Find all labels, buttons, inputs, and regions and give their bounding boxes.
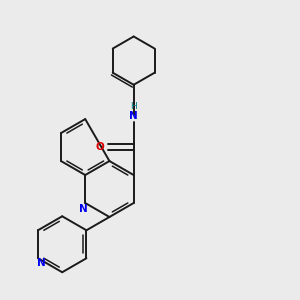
Text: N: N	[129, 111, 138, 121]
Text: H: H	[130, 102, 137, 111]
Text: N: N	[37, 258, 46, 268]
Text: N: N	[80, 205, 88, 214]
Text: O: O	[96, 142, 105, 152]
